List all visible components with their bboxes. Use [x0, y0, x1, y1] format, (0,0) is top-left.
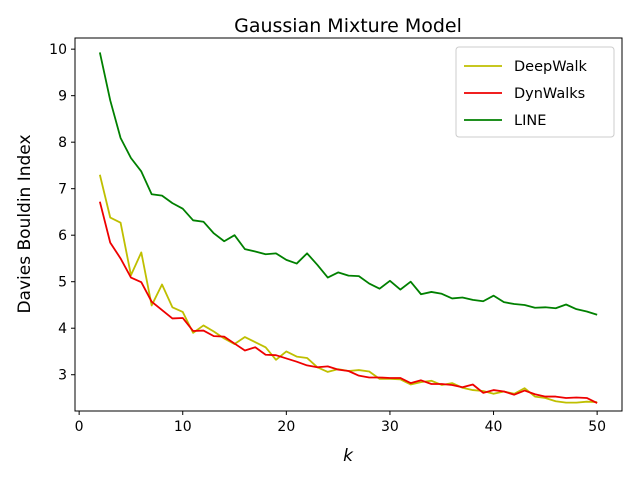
y-tick-label: 10 — [49, 42, 67, 58]
x-axis-label: k — [343, 446, 354, 466]
chart-title: Gaussian Mixture Model — [234, 15, 462, 37]
x-axis: 0 10 20 30 40 50 — [75, 411, 606, 435]
y-axis-label: Davies Bouldin Index — [15, 134, 35, 313]
y-tick-label: 9 — [58, 89, 67, 105]
legend-label-line: LINE — [514, 113, 546, 129]
legend-label-dynwalks: DynWalks — [514, 86, 585, 102]
legend-box — [455, 46, 615, 138]
y-axis: 3 4 5 6 7 8 9 10 — [49, 42, 75, 384]
x-tick-label: 20 — [277, 419, 295, 435]
series-layer — [98, 52, 598, 404]
series-line-dynwalks — [98, 201, 598, 404]
x-tick-label: 40 — [485, 419, 503, 435]
plot-frame — [74, 37, 623, 412]
x-tick-label: 0 — [75, 419, 84, 435]
series-line-deepwalk — [98, 174, 598, 404]
y-tick-label: 4 — [58, 321, 67, 337]
y-tick-label: 3 — [58, 368, 67, 384]
y-tick-label: 8 — [58, 135, 67, 151]
x-tick-label: 30 — [381, 419, 399, 435]
x-tick-label: 50 — [588, 419, 606, 435]
y-tick-label: 6 — [58, 228, 67, 244]
legend: DeepWalk DynWalks LINE — [455, 46, 615, 138]
legend-label-deepwalk: DeepWalk — [514, 59, 588, 75]
x-tick-label: 10 — [174, 419, 192, 435]
y-tick-label: 5 — [58, 275, 67, 291]
series-line-line — [98, 52, 598, 316]
y-tick-label: 7 — [58, 182, 67, 198]
